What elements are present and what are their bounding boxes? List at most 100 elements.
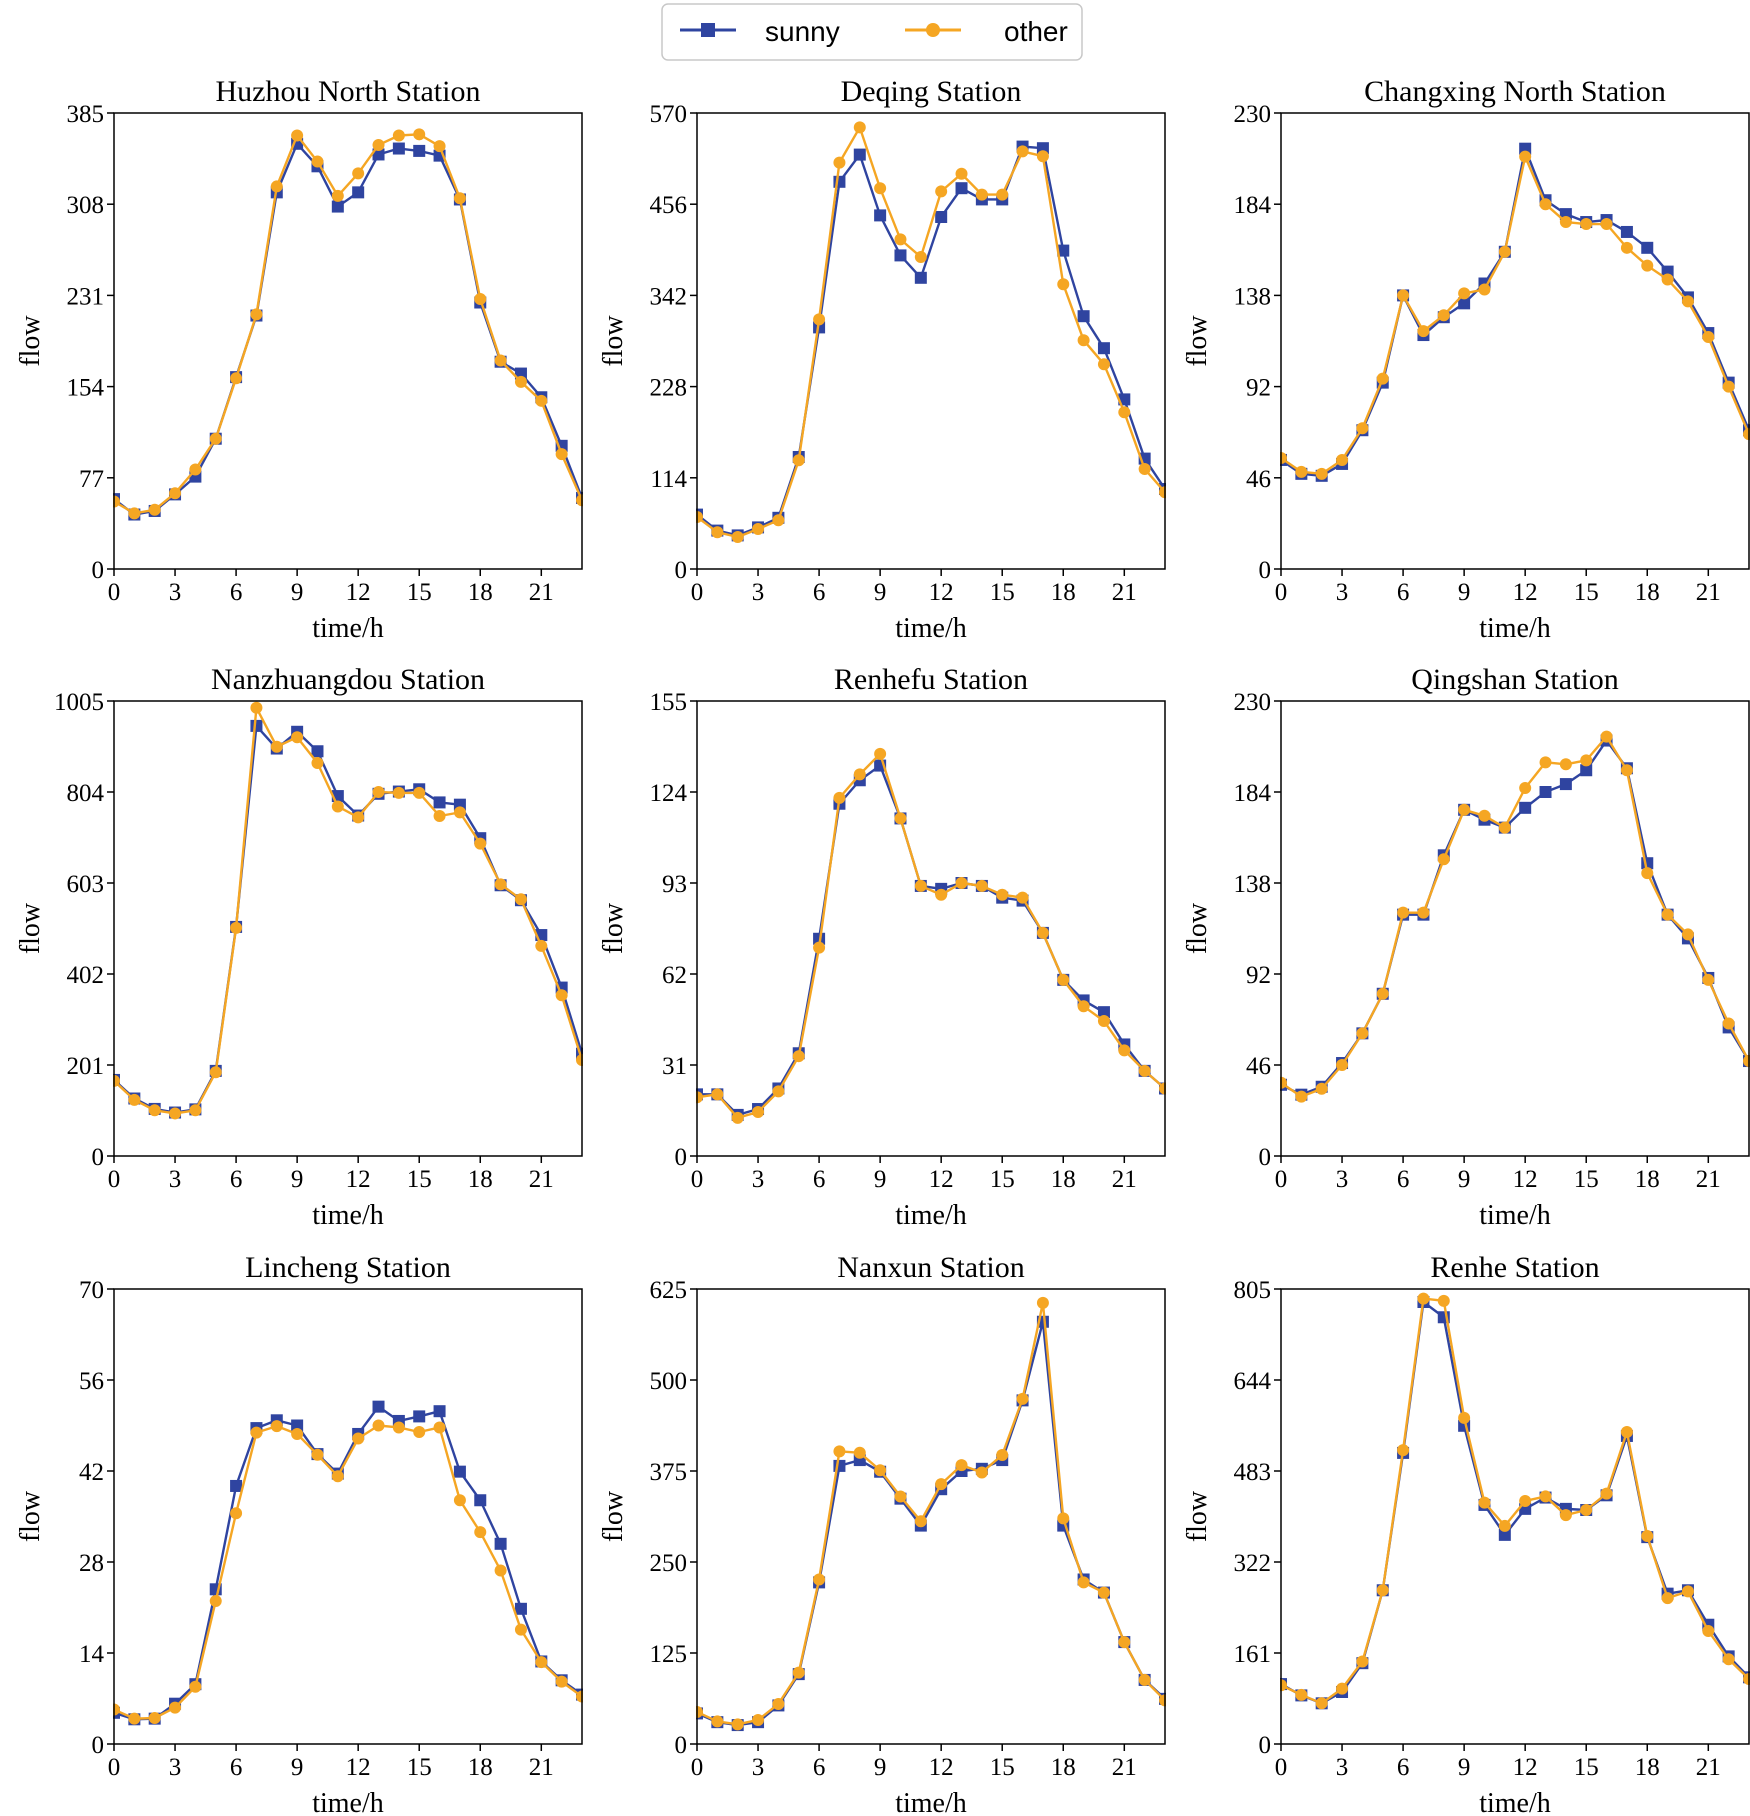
data-point-other xyxy=(1138,463,1151,475)
y-tick-label: 62 xyxy=(662,962,687,989)
data-point-other xyxy=(1077,1000,1090,1013)
data-point-other xyxy=(1641,1530,1654,1542)
series-line-sunny xyxy=(113,1405,583,1721)
data-point-other xyxy=(1016,145,1029,158)
data-point-other xyxy=(1722,380,1735,393)
series-sunny xyxy=(1280,1296,1750,1710)
data-point-other xyxy=(453,192,466,205)
data-point-other xyxy=(874,1464,887,1477)
series-line-other xyxy=(1280,1297,1750,1705)
data-point-sunny xyxy=(914,271,927,284)
data-point-other xyxy=(1539,198,1552,211)
data-point-other xyxy=(1077,1576,1090,1589)
data-point-other xyxy=(535,394,548,407)
data-point-other xyxy=(494,878,507,891)
x-axis-label: time/h xyxy=(312,1200,384,1231)
data-point-other xyxy=(772,1697,785,1710)
y-tick-label: 93 xyxy=(662,871,687,898)
data-point-other xyxy=(1620,1426,1633,1438)
data-point-other xyxy=(514,893,527,906)
plot-frame xyxy=(1280,112,1750,570)
data-point-other xyxy=(1356,422,1369,435)
data-point-other xyxy=(914,1515,927,1528)
data-point-other xyxy=(874,182,887,195)
series-sunny xyxy=(696,140,1166,542)
data-point-sunny xyxy=(1641,241,1654,254)
data-point-other xyxy=(433,1421,446,1434)
data-point-other xyxy=(1097,358,1110,371)
y-tick-label: 322 xyxy=(1234,1550,1272,1577)
series-line-other xyxy=(113,1424,583,1720)
series-line-sunny xyxy=(113,724,583,1114)
data-point-sunny xyxy=(1539,786,1552,798)
x-tick-label: 9 xyxy=(1458,1166,1471,1193)
data-point-other xyxy=(752,1713,765,1726)
y-tick-label: 228 xyxy=(650,375,688,402)
series-other xyxy=(1280,150,1750,480)
data-point-other xyxy=(1376,372,1389,385)
series-line-sunny xyxy=(1280,147,1750,478)
x-tick-label: 15 xyxy=(407,1754,432,1781)
data-point-sunny xyxy=(331,200,344,213)
data-point-sunny xyxy=(1077,310,1090,323)
series-line-sunny xyxy=(697,764,1166,1117)
data-point-other xyxy=(291,1427,304,1440)
data-point-other xyxy=(148,1712,161,1724)
x-tick-label: 9 xyxy=(291,1754,304,1781)
data-point-other xyxy=(1295,1688,1308,1701)
x-tick-label: 0 xyxy=(691,1754,704,1781)
data-point-other xyxy=(230,372,243,385)
series-other xyxy=(113,701,583,1120)
series-line-other xyxy=(696,752,1166,1120)
y-axis-label: flow xyxy=(598,902,629,954)
data-point-other xyxy=(813,1573,826,1586)
x-tick-label: 9 xyxy=(874,1754,887,1781)
data-point-sunny xyxy=(352,186,365,199)
x-tick-label: 15 xyxy=(990,1754,1015,1781)
data-point-other xyxy=(731,1111,744,1124)
x-tick-label: 18 xyxy=(1635,579,1660,606)
data-point-other xyxy=(1478,809,1491,822)
data-point-other xyxy=(372,138,385,151)
data-point-sunny xyxy=(1458,297,1471,310)
data-point-other xyxy=(372,1419,385,1432)
data-point-other xyxy=(514,1623,527,1636)
data-point-other xyxy=(1356,1027,1369,1040)
series-line-sunny xyxy=(1280,1300,1750,1705)
data-point-other xyxy=(731,531,744,543)
data-point-other xyxy=(996,1448,1009,1461)
y-tick-label: 0 xyxy=(1259,1144,1272,1171)
data-point-other xyxy=(1458,287,1471,300)
x-tick-label: 6 xyxy=(230,1166,243,1193)
data-point-other xyxy=(1295,465,1308,478)
data-point-other xyxy=(955,167,968,180)
y-tick-label: 46 xyxy=(1246,466,1271,493)
data-point-other xyxy=(514,375,527,388)
data-point-sunny xyxy=(311,745,324,758)
y-axis-label: flow xyxy=(15,315,46,367)
data-point-other xyxy=(792,1050,805,1063)
y-tick-label: 0 xyxy=(92,1144,105,1171)
data-point-other xyxy=(996,188,1009,201)
y-tick-label: 138 xyxy=(1234,283,1272,310)
data-point-other xyxy=(1478,1496,1491,1509)
series-line-other xyxy=(696,1301,1166,1726)
series-line-other xyxy=(1280,735,1750,1098)
x-tick-label: 9 xyxy=(291,1166,304,1193)
x-tick-label: 0 xyxy=(1275,579,1288,606)
data-point-other xyxy=(433,809,446,822)
chart-title: Qingshan Station xyxy=(1411,663,1619,696)
series-sunny xyxy=(113,1400,583,1726)
chart-title: Lincheng Station xyxy=(245,1251,451,1284)
series-other xyxy=(1280,730,1750,1103)
data-point-sunny xyxy=(935,211,948,223)
data-point-other xyxy=(270,1420,283,1433)
data-point-other xyxy=(975,188,988,201)
data-point-other xyxy=(1722,1653,1735,1666)
legend: sunny other xyxy=(661,3,1083,61)
x-tick-label: 6 xyxy=(813,1166,826,1193)
y-tick-label: 154 xyxy=(67,375,105,402)
data-point-other xyxy=(1057,278,1070,291)
series-sunny xyxy=(696,1315,1166,1732)
